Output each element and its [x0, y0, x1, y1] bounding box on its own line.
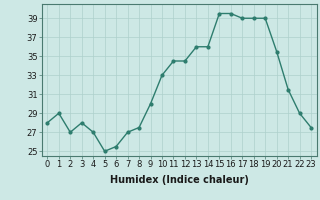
X-axis label: Humidex (Indice chaleur): Humidex (Indice chaleur)	[110, 175, 249, 185]
